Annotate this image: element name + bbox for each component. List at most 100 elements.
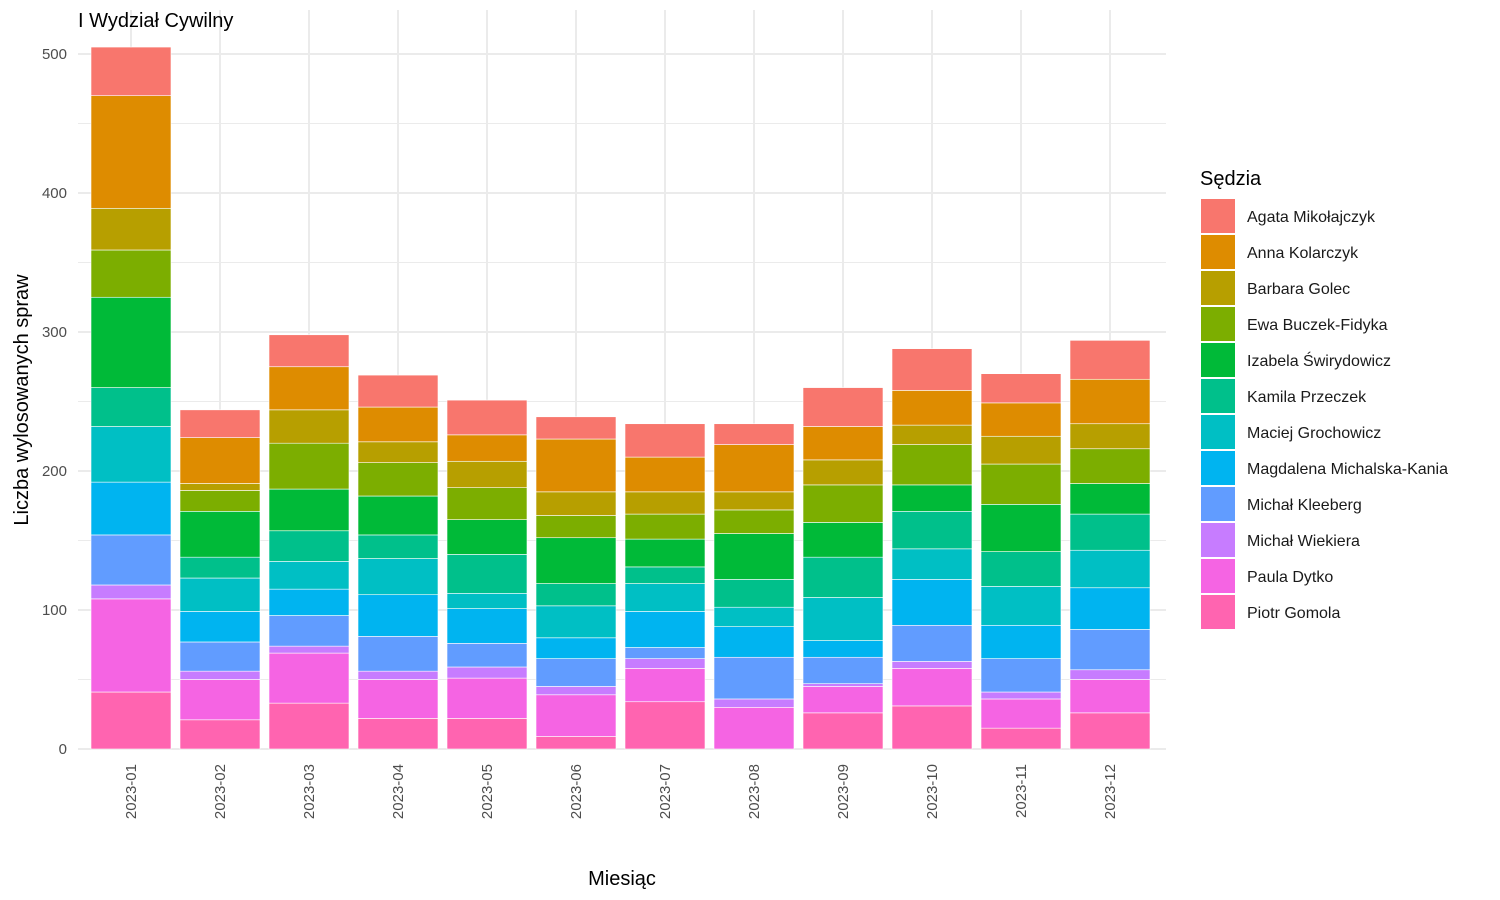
- x-tick-label: 2023-10: [924, 764, 941, 819]
- bar-segment: [713, 491, 795, 511]
- legend-label: Anna Kolarczyk: [1247, 245, 1359, 262]
- bar-segment: [179, 679, 261, 721]
- bar-segment: [891, 668, 973, 707]
- bar-segment: [535, 416, 617, 440]
- x-tick-label: 2023-04: [390, 764, 407, 819]
- bar-segment: [357, 670, 439, 680]
- bar-segment: [446, 643, 528, 668]
- bar-segment: [802, 712, 884, 750]
- bar-segment: [268, 588, 350, 616]
- y-tick-label: 200: [42, 463, 67, 480]
- bar-segment: [535, 583, 617, 607]
- bar-segment: [802, 484, 884, 523]
- bar-segment: [1069, 549, 1151, 589]
- bar-segment: [713, 656, 795, 700]
- legend-label: Agata Mikołajczyk: [1247, 209, 1376, 226]
- legend-items: Agata Mikołajczyk Anna Kolarczyk Barbara G…: [1201, 199, 1448, 629]
- bar-segment: [980, 463, 1062, 505]
- bar-segment: [535, 736, 617, 750]
- bar-segment: [980, 504, 1062, 552]
- x-tick-label: 2023-01: [123, 764, 140, 819]
- bar-segment: [268, 442, 350, 490]
- bar-segment: [980, 727, 1062, 750]
- bar-segment: [446, 487, 528, 520]
- bar-segment: [713, 533, 795, 580]
- legend-label: Kamila Przeczek: [1247, 389, 1367, 406]
- bar-segment: [179, 437, 261, 484]
- bar-segment: [179, 577, 261, 612]
- bar-segment: [90, 426, 172, 483]
- bar-segment: [980, 658, 1062, 693]
- bar-segment: [980, 691, 1062, 700]
- x-tick-label: 2023-11: [1013, 764, 1030, 818]
- bar-segment: [802, 597, 884, 641]
- legend-label: Michał Wiekiera: [1247, 533, 1360, 550]
- bar-segment: [891, 661, 973, 669]
- y-tick-label: 400: [42, 185, 67, 202]
- bar-segment: [624, 668, 706, 703]
- x-tick-label: 2023-03: [301, 764, 318, 819]
- bar-segment: [535, 605, 617, 639]
- legend-swatch: [1201, 451, 1235, 485]
- bar-segment: [624, 491, 706, 515]
- bar-segment: [980, 586, 1062, 626]
- bar-segment: [713, 626, 795, 658]
- bar-segment: [268, 645, 350, 654]
- bar-segment: [179, 611, 261, 643]
- bar-segment: [802, 522, 884, 558]
- bar-segment: [891, 348, 973, 391]
- legend-swatch: [1201, 199, 1235, 233]
- bar-segment: [90, 387, 172, 427]
- legend-swatch: [1201, 379, 1235, 413]
- bar-segment: [891, 511, 973, 550]
- bar-segment: [802, 459, 884, 486]
- bar-segment: [535, 637, 617, 659]
- bar-segment: [891, 705, 973, 750]
- bar-segment: [1069, 378, 1151, 425]
- bar-segment: [624, 423, 706, 458]
- bar-segment: [802, 683, 884, 687]
- bar-segment: [357, 679, 439, 719]
- bar-segment: [446, 677, 528, 719]
- bar-segment: [980, 698, 1062, 729]
- bar-segment: [90, 95, 172, 209]
- bar-segment: [713, 606, 795, 627]
- legend-label: Paula Dytko: [1247, 569, 1333, 586]
- bar-segment: [90, 598, 172, 693]
- bar-segment: [179, 483, 261, 491]
- bar-segment: [891, 444, 973, 486]
- legend-swatch: [1201, 595, 1235, 629]
- legend-title: Sędzia: [1200, 168, 1262, 190]
- legend-swatch: [1201, 415, 1235, 449]
- bar-segment: [446, 554, 528, 594]
- bar-segment: [357, 718, 439, 750]
- bar-segment: [357, 374, 439, 408]
- legend-label: Michał Kleeberg: [1247, 497, 1362, 514]
- x-tick-label: 2023-02: [212, 764, 229, 819]
- legend-swatch: [1201, 523, 1235, 557]
- bar-segment: [1069, 340, 1151, 380]
- bar-segment: [357, 406, 439, 443]
- bar-segment: [268, 561, 350, 590]
- bar-segment: [535, 658, 617, 687]
- bar-segment: [713, 444, 795, 493]
- bar-segment: [446, 593, 528, 609]
- bar-segment: [980, 435, 1062, 465]
- bar-segment: [624, 647, 706, 659]
- bar-segment: [179, 490, 261, 512]
- bar-segment: [90, 534, 172, 586]
- legend-swatch: [1201, 307, 1235, 341]
- x-axis-title: Miesiąc: [588, 868, 656, 890]
- bar-segment: [268, 615, 350, 647]
- bar-segment: [179, 670, 261, 680]
- bars: [90, 46, 1151, 750]
- axes: 0 100 200 300 400 500 2023-01 2023-02 2023-03 202…: [42, 46, 1119, 819]
- bar-segment: [713, 509, 795, 534]
- bar-segment: [535, 438, 617, 493]
- bar-segment: [446, 519, 528, 555]
- x-tick-label: 2023-08: [746, 764, 763, 819]
- bar-segment: [891, 548, 973, 580]
- bar-segment: [802, 387, 884, 427]
- bar-segment: [891, 624, 973, 662]
- bar-segment: [891, 390, 973, 426]
